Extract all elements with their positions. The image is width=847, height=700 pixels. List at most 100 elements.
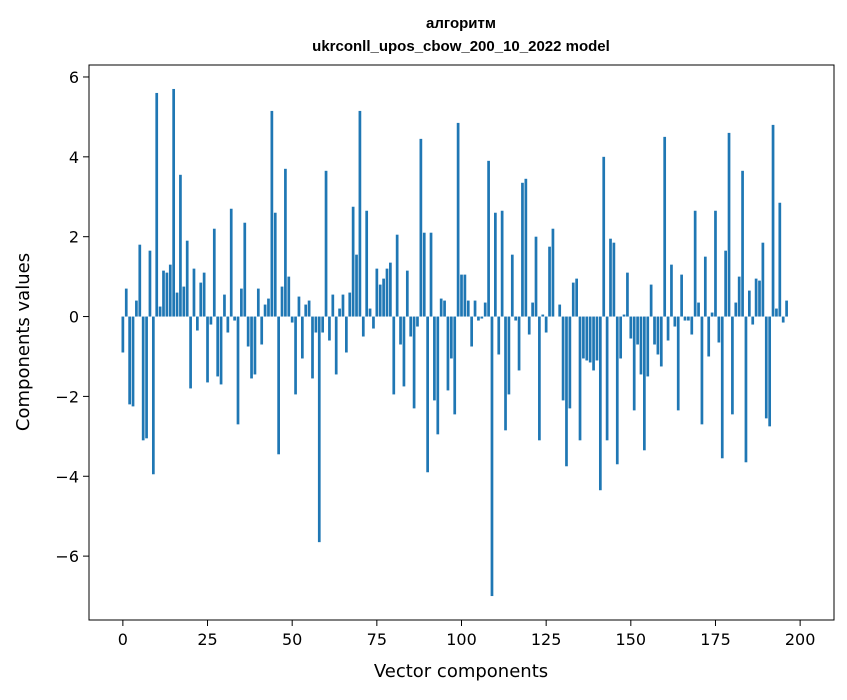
bar bbox=[487, 161, 490, 317]
bar bbox=[311, 317, 314, 379]
bar bbox=[142, 317, 145, 441]
bar bbox=[138, 245, 141, 317]
bar bbox=[457, 123, 460, 317]
chart-title: алгоритм bbox=[426, 15, 496, 32]
bar bbox=[321, 317, 324, 333]
bar bbox=[511, 255, 514, 317]
bar bbox=[650, 285, 653, 317]
bar bbox=[423, 233, 426, 317]
x-tick-label: 75 bbox=[367, 630, 387, 649]
bar bbox=[470, 317, 473, 347]
bar bbox=[738, 277, 741, 317]
bar bbox=[582, 317, 585, 359]
bar bbox=[745, 317, 748, 463]
bar bbox=[636, 317, 639, 345]
bar bbox=[318, 317, 321, 543]
bar bbox=[785, 301, 788, 317]
bar bbox=[254, 317, 257, 375]
bar bbox=[680, 275, 683, 317]
bar bbox=[775, 309, 778, 317]
x-tick-label: 0 bbox=[118, 630, 128, 649]
bar bbox=[392, 317, 395, 395]
bar bbox=[633, 317, 636, 411]
bar bbox=[348, 293, 351, 317]
bar bbox=[128, 317, 131, 405]
bar bbox=[704, 257, 707, 317]
bar bbox=[257, 289, 260, 317]
bar bbox=[508, 317, 511, 395]
bar bbox=[765, 317, 768, 419]
bar bbox=[342, 295, 345, 317]
bar bbox=[613, 243, 616, 317]
bar bbox=[284, 169, 287, 317]
bar bbox=[149, 251, 152, 317]
bar bbox=[379, 285, 382, 317]
bar bbox=[575, 279, 578, 317]
bar bbox=[210, 317, 213, 325]
bar bbox=[535, 237, 538, 317]
bar bbox=[772, 125, 775, 317]
bar bbox=[125, 289, 128, 317]
bar bbox=[403, 317, 406, 387]
bar bbox=[304, 305, 307, 317]
bar bbox=[355, 255, 358, 317]
bar bbox=[491, 317, 494, 597]
bar bbox=[260, 317, 263, 345]
bar bbox=[447, 317, 450, 391]
bar bbox=[122, 317, 125, 353]
bar bbox=[460, 275, 463, 317]
bar bbox=[193, 269, 196, 317]
y-tick-label: 0 bbox=[69, 308, 79, 327]
bar bbox=[443, 301, 446, 317]
bar bbox=[274, 213, 277, 317]
bar bbox=[548, 247, 551, 317]
bar bbox=[602, 157, 605, 317]
bar bbox=[768, 317, 771, 427]
bar bbox=[751, 317, 754, 325]
bar bbox=[629, 317, 632, 339]
bar bbox=[663, 137, 666, 317]
bar bbox=[169, 265, 172, 317]
y-tick-label: −6 bbox=[55, 547, 79, 566]
bar bbox=[596, 317, 599, 361]
bar bbox=[474, 301, 477, 317]
bar bbox=[524, 179, 527, 317]
bar bbox=[301, 317, 304, 359]
bar bbox=[626, 273, 629, 317]
bar bbox=[718, 317, 721, 343]
bar bbox=[247, 317, 250, 347]
bar bbox=[172, 89, 175, 317]
bar bbox=[328, 317, 331, 341]
bar bbox=[484, 303, 487, 317]
bar bbox=[572, 283, 575, 317]
bar bbox=[409, 317, 412, 337]
bar bbox=[331, 295, 334, 317]
bar bbox=[673, 317, 676, 327]
bar bbox=[711, 313, 714, 317]
bar bbox=[531, 303, 534, 317]
x-axis-label: Vector components bbox=[374, 661, 548, 682]
bar bbox=[758, 281, 761, 317]
bar bbox=[179, 175, 182, 317]
bar bbox=[558, 305, 561, 317]
bar bbox=[199, 283, 202, 317]
bar bbox=[592, 317, 595, 371]
bar bbox=[436, 317, 439, 435]
bar bbox=[240, 289, 243, 317]
x-tick-label: 25 bbox=[197, 630, 217, 649]
x-tick-label: 125 bbox=[531, 630, 562, 649]
bar bbox=[667, 317, 670, 341]
bar bbox=[731, 317, 734, 415]
bar bbox=[501, 211, 504, 317]
bar bbox=[298, 297, 301, 317]
bar bbox=[206, 317, 209, 383]
chart-subtitle: ukrconll_upos_cbow_200_10_2022 model bbox=[312, 38, 610, 55]
bar bbox=[362, 317, 365, 337]
bar bbox=[375, 269, 378, 317]
bar bbox=[657, 317, 660, 355]
bar bbox=[186, 241, 189, 317]
bar bbox=[277, 317, 280, 455]
bar bbox=[162, 271, 165, 317]
